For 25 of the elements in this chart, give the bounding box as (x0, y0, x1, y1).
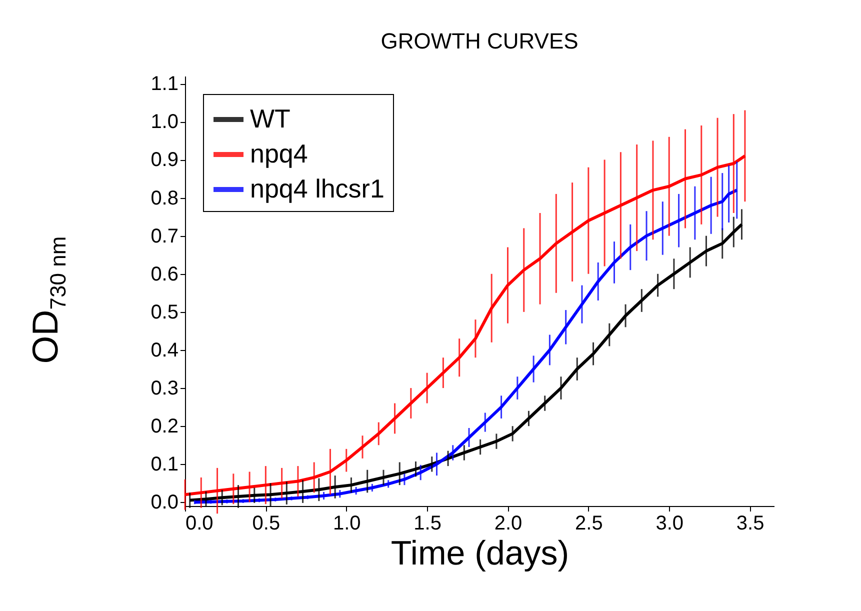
y-tick-label: 0.3 (150, 378, 178, 400)
y-tick-label: 0.7 (150, 225, 178, 248)
legend-label: npq4 lhcsr1 (250, 174, 384, 204)
legend-label: npq4 (250, 138, 308, 168)
y-tick-label: 1.0 (150, 111, 178, 134)
y-tick-label: 0.9 (150, 149, 178, 172)
x-axis-title: Time (days) (390, 534, 570, 572)
x-tick-label: 0.0 (186, 512, 214, 534)
y-tick-label: 0.5 (150, 301, 178, 324)
y-tick-label: 1.1 (150, 73, 178, 96)
y-tick-label: 0.8 (150, 187, 178, 210)
y-tick-label: 0.6 (150, 263, 178, 286)
y-tick-label: 0.1 (150, 454, 178, 476)
x-tick-label: 3.5 (736, 512, 764, 534)
chart-title: GROWTH CURVES (380, 28, 578, 54)
x-tick-label: 1.5 (414, 512, 442, 534)
x-tick-label: 2.5 (575, 512, 603, 534)
x-tick-label: 2.0 (494, 512, 522, 534)
legend-label: WT (250, 104, 291, 134)
x-tick-label: 1.0 (332, 512, 361, 534)
y-tick-label: 0.0 (150, 492, 178, 514)
x-tick-label: 0.5 (252, 512, 280, 534)
x-tick-label: 3.0 (656, 512, 684, 534)
y-tick-label: 0.2 (150, 416, 178, 438)
y-tick-label: 0.4 (150, 339, 178, 362)
